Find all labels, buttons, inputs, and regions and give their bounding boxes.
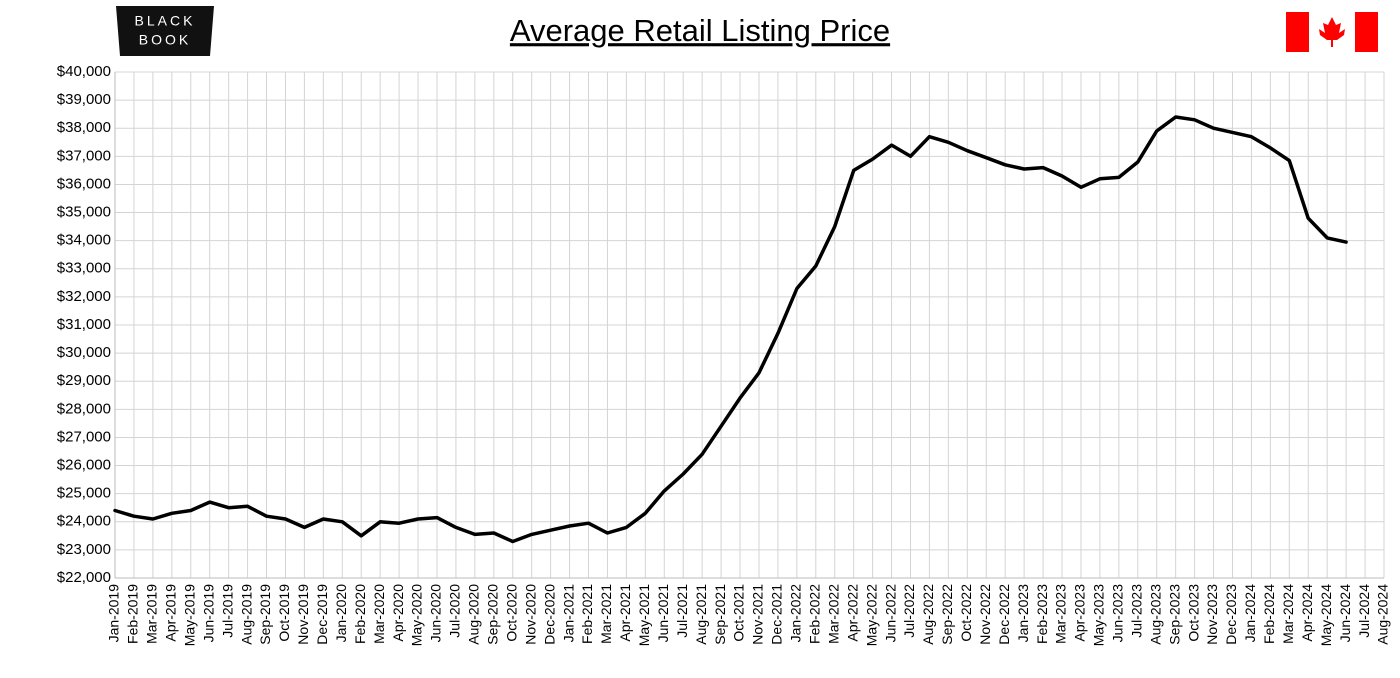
y-tick-label: $23,000 (57, 541, 111, 558)
chart-title: Average Retail Listing Price (510, 13, 890, 48)
logo-text: BOOK (139, 32, 191, 48)
price-line (113, 115, 1348, 544)
y-tick-label: $24,000 (57, 513, 111, 530)
x-tick-label: Nov-2023 (1204, 584, 1220, 645)
x-tick-label: Feb-2022 (806, 584, 822, 644)
x-tick-label: Mar-2022 (825, 584, 841, 644)
x-tick-label: Nov-2021 (750, 584, 766, 645)
x-tick-label: Aug-2020 (466, 584, 482, 645)
x-tick-label: Aug-2019 (238, 584, 254, 645)
x-tick-label: Feb-2023 (1034, 584, 1050, 644)
x-tick-label: Jan-2024 (1242, 584, 1258, 643)
maple-leaf (1319, 17, 1345, 47)
x-tick-label: Jun-2023 (1110, 584, 1126, 643)
y-tick-label: $34,000 (57, 232, 111, 249)
y-tick-label: $31,000 (57, 316, 111, 333)
x-tick-label: Sep-2021 (712, 584, 728, 645)
x-tick-label: Nov-2019 (295, 584, 311, 645)
y-tick-label: $25,000 (57, 485, 111, 502)
x-tick-label: Jul-2019 (219, 584, 235, 638)
x-tick-label: May-2020 (409, 584, 425, 646)
x-tick-label: Mar-2021 (598, 584, 614, 644)
x-tick-label: Oct-2022 (958, 584, 974, 642)
x-tick-label: Oct-2023 (1185, 584, 1201, 642)
x-tick-label: Oct-2021 (731, 584, 747, 642)
x-tick-label: Apr-2020 (390, 584, 406, 642)
x-tick-label: Mar-2019 (144, 584, 160, 644)
x-tick-label: Apr-2019 (163, 584, 179, 642)
y-tick-label: $40,000 (57, 63, 111, 80)
x-tick-label: Mar-2024 (1280, 584, 1296, 644)
x-tick-label: Jun-2024 (1337, 584, 1353, 643)
x-tick-label: May-2021 (636, 584, 652, 646)
x-tick-label: Jul-2020 (447, 584, 463, 638)
y-tick-label: $37,000 (57, 147, 111, 164)
x-tick-label: Jan-2022 (788, 584, 804, 643)
x-tick-label: Jan-2021 (560, 584, 576, 643)
x-tick-label: Apr-2024 (1299, 584, 1315, 642)
y-tick-label: $27,000 (57, 428, 111, 445)
y-tick-label: $26,000 (57, 457, 111, 474)
x-tick-label: Sep-2019 (257, 584, 273, 645)
y-tick-label: $39,000 (57, 91, 111, 108)
x-tick-label: Oct-2020 (503, 584, 519, 642)
y-tick-label: $30,000 (57, 344, 111, 361)
x-tick-label: Jan-2020 (333, 584, 349, 643)
x-tick-label: May-2019 (181, 584, 197, 646)
x-tick-label: May-2023 (1091, 584, 1107, 646)
y-tick-label: $29,000 (57, 372, 111, 389)
y-tick-label: $22,000 (57, 569, 111, 586)
y-tick-label: $33,000 (57, 260, 111, 277)
x-tick-label: Jun-2019 (200, 584, 216, 643)
x-tick-label: Jun-2022 (882, 584, 898, 643)
x-tick-label: Nov-2020 (522, 584, 538, 645)
x-tick-label: Jun-2020 (428, 584, 444, 643)
x-tick-label: Sep-2022 (939, 584, 955, 645)
x-tick-label: Feb-2021 (579, 584, 595, 644)
y-tick-label: $35,000 (57, 204, 111, 221)
x-tick-label: Sep-2020 (485, 584, 501, 645)
x-tick-label: Apr-2023 (1072, 584, 1088, 642)
x-tick-label: Dec-2023 (1223, 584, 1239, 645)
x-tick-label: Jul-2024 (1356, 584, 1372, 638)
x-tick-label: Jun-2021 (655, 584, 671, 643)
x-tick-label: Dec-2019 (314, 584, 330, 645)
x-tick-label: Aug-2022 (920, 584, 936, 645)
x-tick-label: Feb-2020 (352, 584, 368, 644)
x-tick-label: Aug-2021 (693, 584, 709, 645)
x-tick-label: Feb-2019 (125, 584, 141, 644)
x-tick-label: Nov-2022 (977, 584, 993, 645)
x-tick-label: Aug-2023 (1147, 584, 1163, 645)
x-tick-label: Oct-2019 (276, 584, 292, 642)
x-tick-label: Aug-2024 (1375, 584, 1391, 645)
x-tick-label: Sep-2023 (1166, 584, 1182, 645)
x-tick-label: Apr-2022 (844, 584, 860, 642)
x-tick-label: Jul-2021 (674, 584, 690, 638)
x-tick-label: Dec-2022 (996, 584, 1012, 645)
flag-band (1355, 12, 1378, 52)
flag (1286, 12, 1378, 52)
x-tick-label: Jul-2023 (1128, 584, 1144, 638)
x-tick-label: May-2024 (1318, 584, 1334, 646)
x-tick-label: May-2022 (863, 584, 879, 646)
logo-text: BLACK (135, 13, 196, 29)
x-tick-label: Mar-2020 (371, 584, 387, 644)
y-tick-label: $36,000 (57, 175, 111, 192)
x-tick-label: Dec-2021 (769, 584, 785, 645)
y-tick-label: $38,000 (57, 119, 111, 136)
x-tick-label: Jan-2019 (106, 584, 122, 643)
logo: BLACK BOOK (116, 6, 214, 56)
x-tick-label: Mar-2023 (1053, 584, 1069, 644)
x-tick-label: Jan-2023 (1015, 584, 1031, 643)
y-tick-label: $28,000 (57, 400, 111, 417)
x-tick-label: Jul-2022 (901, 584, 917, 638)
x-tick-label: Apr-2021 (617, 584, 633, 642)
x-tick-label: Feb-2024 (1261, 584, 1277, 644)
flag-band (1286, 12, 1309, 52)
x-tick-label: Dec-2020 (541, 584, 557, 645)
logo-badge (116, 6, 214, 56)
y-tick-label: $32,000 (57, 288, 111, 305)
